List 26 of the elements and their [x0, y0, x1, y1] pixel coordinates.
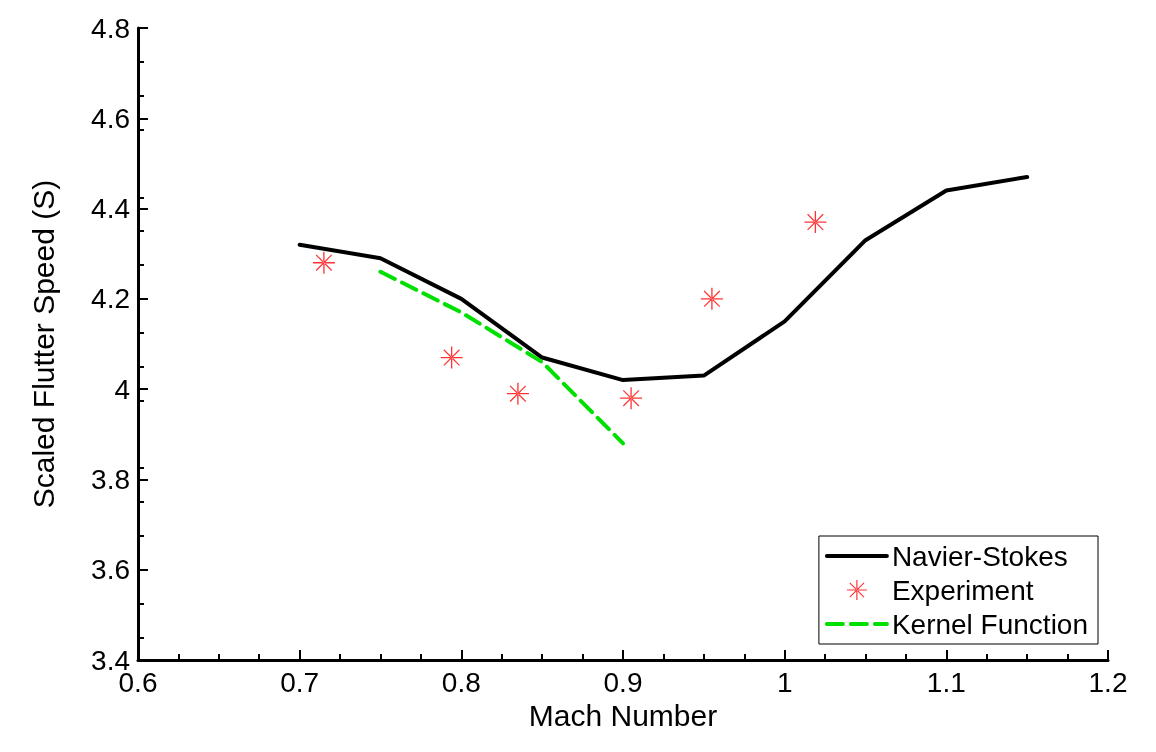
legend-label: Navier-Stokes — [891, 540, 1068, 572]
x-tick-label: 0.9 — [603, 666, 643, 698]
x-tick-label: 0.7 — [280, 666, 320, 698]
x-tick-label: 0.8 — [441, 666, 481, 698]
y-tick-label: 4.8 — [91, 12, 130, 44]
point — [700, 287, 723, 310]
point — [312, 251, 335, 274]
y-tick-label: 4.4 — [91, 193, 130, 225]
x-axis-title: Mach Number — [528, 699, 718, 733]
x-tick-label: 1.1 — [926, 666, 966, 698]
legend-label: Experiment — [891, 574, 1034, 606]
point — [804, 211, 827, 234]
y-tick-label: 3.8 — [91, 463, 130, 495]
y-tick-label: 4 — [114, 373, 130, 405]
y-tick-label: 4.2 — [91, 283, 130, 315]
x-tick-label: 1.2 — [1088, 666, 1128, 698]
legend-label: Kernel Function — [891, 608, 1088, 640]
line-series — [297, 174, 1030, 383]
x-tick-label: 1 — [776, 666, 793, 698]
point — [440, 346, 463, 369]
y-tick-label: 4.6 — [91, 102, 130, 134]
y-axis-title: Scaled Flutter Speed (S) — [26, 179, 60, 509]
y-tick-label: 3.6 — [91, 554, 130, 586]
line-series — [378, 269, 625, 446]
point — [506, 382, 529, 405]
point — [620, 387, 643, 410]
